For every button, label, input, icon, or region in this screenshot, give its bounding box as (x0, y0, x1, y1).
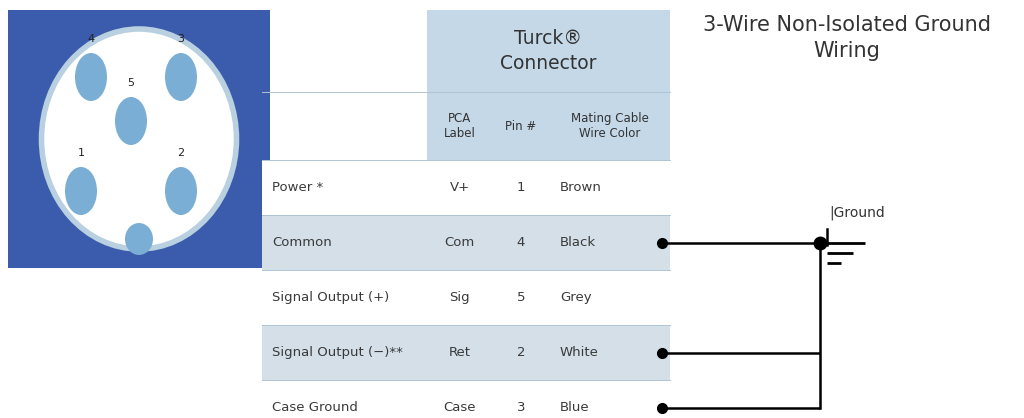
Text: 4: 4 (517, 236, 525, 249)
Text: 1: 1 (517, 181, 525, 194)
Bar (262, 160, 670, 215)
Text: Signal Output (+): Signal Output (+) (272, 291, 389, 304)
Bar (262, 215, 670, 270)
Bar (8, 10, 270, 268)
Bar (262, 270, 670, 325)
Bar (262, 325, 670, 380)
Text: Common: Common (272, 236, 332, 249)
Text: 5: 5 (128, 78, 134, 88)
Text: White: White (560, 346, 599, 359)
Text: V+: V+ (450, 181, 470, 194)
Text: 2: 2 (177, 148, 184, 158)
Text: Ret: Ret (449, 346, 470, 359)
Text: Com: Com (444, 236, 475, 249)
Text: Signal Output (−)**: Signal Output (−)** (272, 346, 402, 359)
Text: Brown: Brown (560, 181, 602, 194)
Text: Blue: Blue (560, 401, 590, 414)
Bar (427, 92, 492, 160)
Bar (427, 10, 670, 92)
Text: Grey: Grey (560, 291, 592, 304)
Text: PCA
Label: PCA Label (443, 112, 475, 140)
Ellipse shape (165, 167, 197, 215)
Text: 5: 5 (517, 291, 525, 304)
Text: 3: 3 (177, 34, 184, 44)
Text: Mating Cable
Wire Color: Mating Cable Wire Color (571, 112, 649, 140)
Ellipse shape (65, 167, 97, 215)
Bar (262, 380, 670, 418)
Text: |Ground: |Ground (829, 206, 885, 221)
Text: 4: 4 (87, 34, 94, 44)
Text: Pin #: Pin # (506, 120, 537, 133)
Text: 3-Wire Non-Isolated Ground
Wiring: 3-Wire Non-Isolated Ground Wiring (703, 15, 991, 61)
Text: Case: Case (443, 401, 476, 414)
Ellipse shape (125, 223, 153, 255)
Ellipse shape (165, 53, 197, 101)
Text: Black: Black (560, 236, 596, 249)
Text: 2: 2 (517, 346, 525, 359)
Text: Turck®
Connector: Turck® Connector (501, 29, 597, 73)
Bar (550, 92, 670, 160)
Text: Sig: Sig (450, 291, 470, 304)
Text: 3: 3 (517, 401, 525, 414)
Bar (492, 92, 550, 160)
Text: Power *: Power * (272, 181, 324, 194)
Text: Case Ground: Case Ground (272, 401, 357, 414)
Ellipse shape (75, 53, 106, 101)
Ellipse shape (42, 29, 237, 249)
Ellipse shape (115, 97, 147, 145)
Text: 1: 1 (78, 148, 85, 158)
